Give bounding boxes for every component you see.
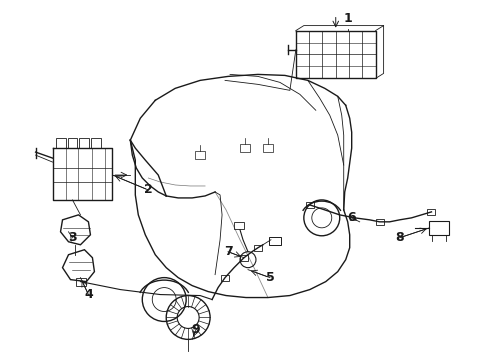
- Bar: [427, 209, 436, 215]
- Bar: [221, 275, 229, 280]
- Bar: [234, 222, 244, 229]
- Text: 8: 8: [395, 231, 404, 244]
- Text: 3: 3: [68, 231, 77, 244]
- Text: 9: 9: [192, 323, 200, 336]
- Bar: [195, 151, 205, 159]
- Text: 7: 7: [223, 245, 232, 258]
- Text: 5: 5: [266, 271, 274, 284]
- Text: 4: 4: [84, 288, 93, 301]
- Bar: [240, 144, 250, 152]
- Bar: [76, 278, 86, 285]
- Bar: [263, 144, 273, 152]
- Bar: [240, 255, 248, 261]
- Text: 1: 1: [343, 12, 352, 25]
- Bar: [269, 237, 281, 245]
- Bar: [68, 138, 77, 148]
- Text: 6: 6: [347, 211, 356, 224]
- Bar: [376, 219, 384, 225]
- Text: 2: 2: [144, 184, 153, 197]
- Bar: [429, 221, 449, 235]
- Bar: [55, 138, 66, 148]
- Bar: [254, 245, 262, 251]
- Bar: [92, 138, 101, 148]
- Bar: [79, 138, 90, 148]
- Bar: [306, 202, 314, 208]
